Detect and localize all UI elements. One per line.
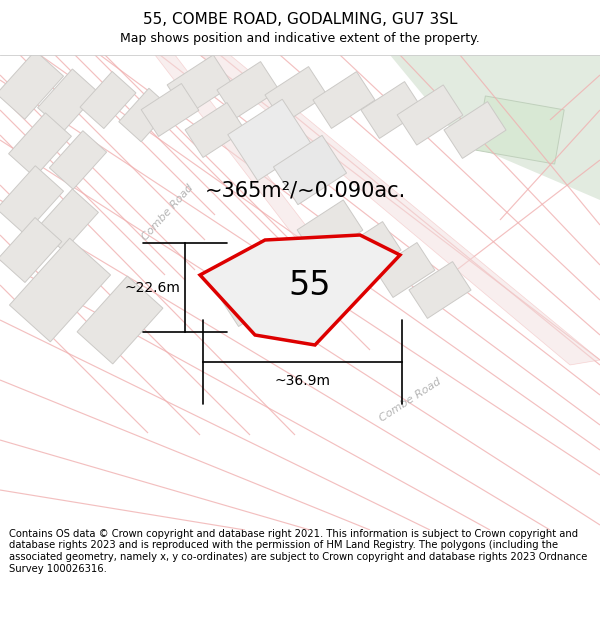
Polygon shape	[155, 55, 340, 270]
Polygon shape	[297, 200, 363, 260]
Polygon shape	[260, 253, 320, 308]
Polygon shape	[8, 113, 71, 177]
Polygon shape	[217, 62, 279, 118]
Text: ~36.9m: ~36.9m	[275, 374, 331, 388]
Text: Combe Road: Combe Road	[377, 376, 443, 424]
Polygon shape	[200, 235, 400, 345]
Polygon shape	[397, 85, 463, 145]
Polygon shape	[444, 102, 506, 158]
Polygon shape	[10, 238, 110, 342]
Polygon shape	[200, 55, 600, 365]
Text: ~22.6m: ~22.6m	[124, 281, 180, 294]
Text: Contains OS data © Crown copyright and database right 2021. This information is : Contains OS data © Crown copyright and d…	[9, 529, 587, 574]
Polygon shape	[361, 82, 423, 138]
Polygon shape	[228, 99, 312, 181]
Polygon shape	[0, 217, 62, 282]
Text: 55: 55	[288, 269, 331, 302]
Polygon shape	[409, 262, 471, 318]
Polygon shape	[77, 276, 163, 364]
Polygon shape	[141, 84, 199, 136]
Polygon shape	[80, 71, 136, 129]
Polygon shape	[375, 242, 435, 298]
Polygon shape	[185, 102, 245, 158]
Polygon shape	[0, 51, 64, 119]
Polygon shape	[339, 222, 401, 278]
Polygon shape	[38, 69, 98, 131]
Text: Map shows position and indicative extent of the property.: Map shows position and indicative extent…	[120, 32, 480, 45]
Text: ~365m²/~0.090ac.: ~365m²/~0.090ac.	[205, 180, 406, 200]
Polygon shape	[119, 88, 171, 142]
Text: Combe Road: Combe Road	[140, 182, 196, 242]
Polygon shape	[476, 96, 564, 164]
Polygon shape	[49, 131, 107, 189]
Polygon shape	[274, 136, 347, 204]
Polygon shape	[313, 72, 375, 128]
Polygon shape	[167, 55, 233, 115]
Polygon shape	[265, 67, 327, 123]
Polygon shape	[38, 189, 98, 251]
Polygon shape	[390, 55, 600, 200]
Polygon shape	[0, 166, 64, 234]
Polygon shape	[221, 274, 279, 326]
Text: 55, COMBE ROAD, GODALMING, GU7 3SL: 55, COMBE ROAD, GODALMING, GU7 3SL	[143, 12, 457, 27]
